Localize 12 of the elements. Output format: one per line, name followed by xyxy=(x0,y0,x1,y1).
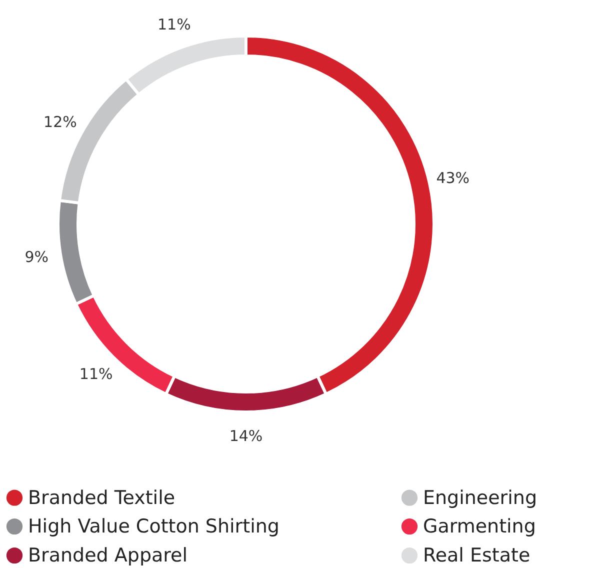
legend-label: Engineering xyxy=(423,486,537,509)
data-label: 12% xyxy=(44,112,77,131)
data-label: 11% xyxy=(79,364,113,383)
data-label: 14% xyxy=(229,427,263,445)
data-label: 43% xyxy=(436,168,470,187)
data-label: 11% xyxy=(158,16,191,34)
legend-label: Garmenting xyxy=(423,516,536,538)
data-label: 9% xyxy=(24,248,49,266)
legend-label: Real Estate xyxy=(423,544,530,566)
legend-label: Branded Apparel xyxy=(28,544,188,566)
legend-label: High Value Cotton Shirting xyxy=(28,516,280,538)
legend-label: Branded Textile xyxy=(28,486,176,509)
